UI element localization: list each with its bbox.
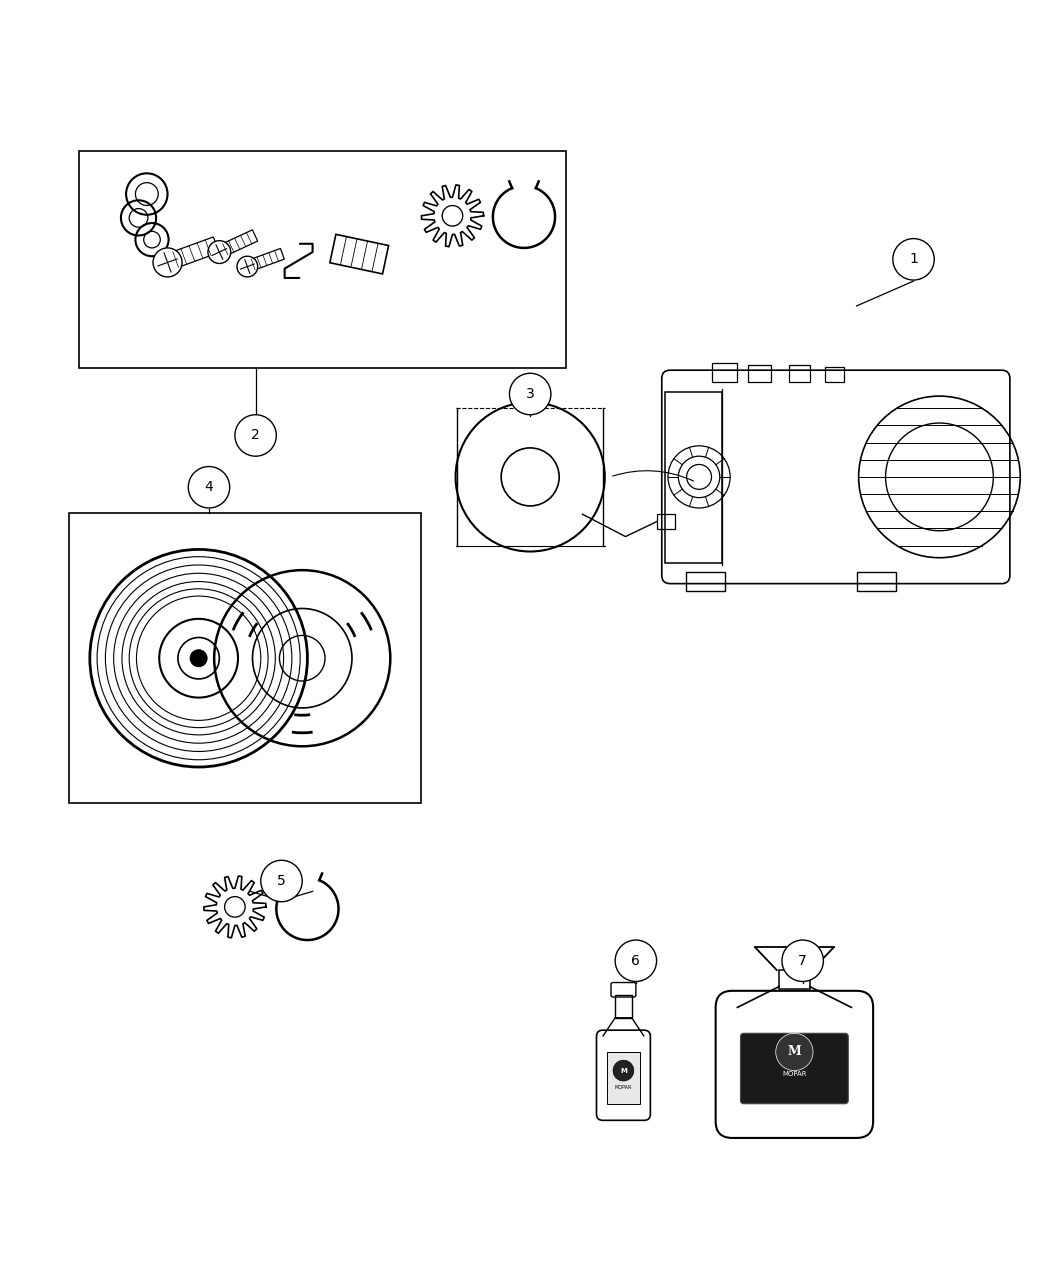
- Bar: [712, 363, 737, 381]
- Circle shape: [208, 241, 231, 264]
- Circle shape: [613, 1061, 634, 1081]
- Text: 7: 7: [798, 954, 807, 968]
- Circle shape: [782, 940, 823, 982]
- Circle shape: [509, 374, 551, 414]
- Bar: [825, 367, 844, 381]
- Bar: [80, 150, 566, 368]
- Text: MOPAR: MOPAR: [614, 1085, 632, 1090]
- Bar: [69, 513, 421, 803]
- Bar: [748, 365, 771, 381]
- Text: M: M: [788, 1046, 801, 1058]
- Circle shape: [260, 861, 302, 901]
- Bar: [686, 572, 724, 590]
- Text: 5: 5: [277, 873, 286, 887]
- FancyBboxPatch shape: [740, 1033, 848, 1104]
- Bar: [665, 391, 721, 562]
- Text: M: M: [620, 1067, 627, 1074]
- Bar: [790, 365, 810, 381]
- Bar: [615, 994, 632, 1017]
- Bar: [779, 970, 810, 988]
- Circle shape: [615, 940, 656, 982]
- Text: 6: 6: [631, 954, 640, 968]
- Circle shape: [237, 256, 257, 277]
- Circle shape: [235, 414, 276, 456]
- Text: 3: 3: [526, 388, 534, 402]
- Text: MOPAR: MOPAR: [782, 1071, 806, 1076]
- Circle shape: [892, 238, 934, 280]
- Text: 2: 2: [251, 428, 260, 442]
- Bar: [857, 572, 896, 590]
- Bar: [607, 1052, 640, 1104]
- Text: 4: 4: [205, 481, 213, 495]
- Text: 1: 1: [909, 252, 918, 266]
- Bar: [656, 514, 675, 529]
- Circle shape: [190, 650, 207, 667]
- Circle shape: [188, 467, 230, 507]
- Circle shape: [153, 247, 182, 277]
- Circle shape: [776, 1033, 813, 1071]
